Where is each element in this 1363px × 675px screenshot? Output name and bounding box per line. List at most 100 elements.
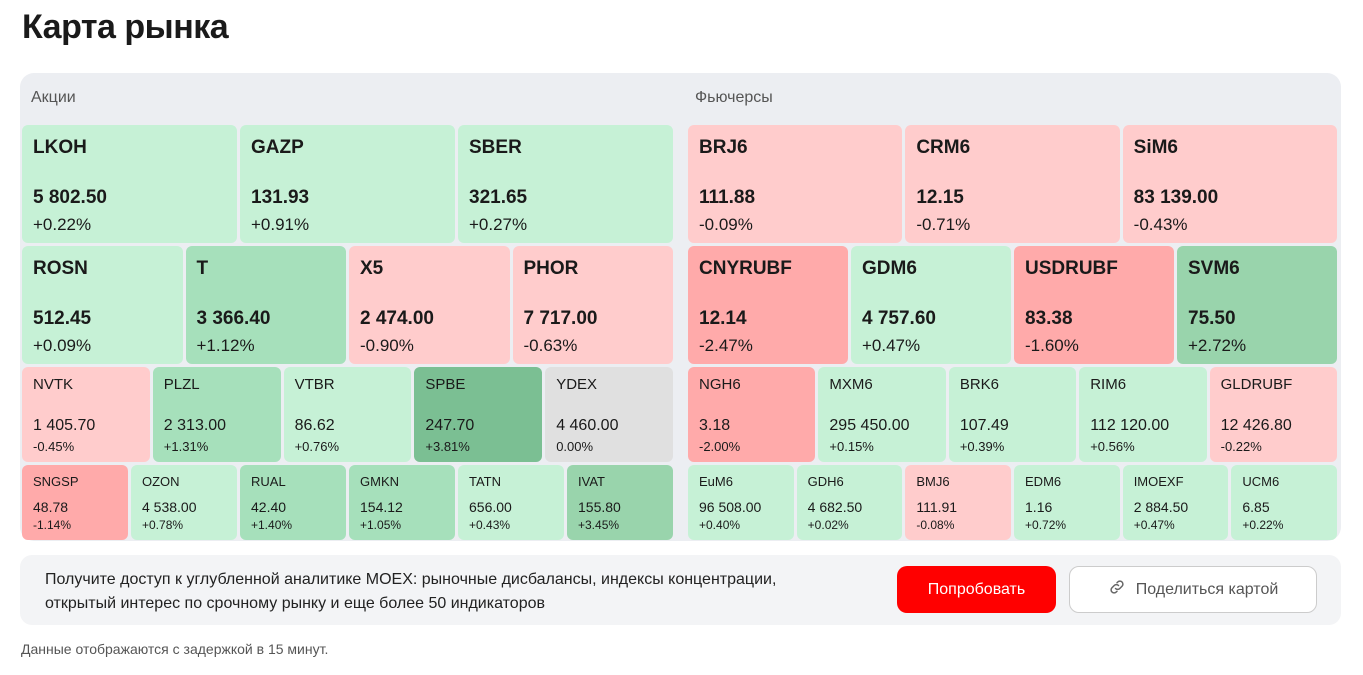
tile-price: 2 884.50 [1133,499,1189,515]
tile-nvtk[interactable]: NVTK 1 405.70 -0.45% [22,367,150,462]
tile-price: 112 120.00 [1090,417,1170,434]
tile-ticker: SBER [469,137,522,158]
tile-change: -0.63% [523,336,578,355]
tile-price: 96 508.00 [699,499,762,515]
tile-ticker: EuM6 [699,474,733,489]
tile-sngsp[interactable]: SNGSP 48.78 -1.14% [22,465,128,540]
tile-price: 83.38 [1025,308,1073,329]
tile-change: +0.78% [142,518,184,532]
tile-phor[interactable]: PHOR 7 717.00 -0.63% [512,246,673,364]
tile-edm6[interactable]: EDM6 1.16 +0.72% [1014,465,1120,540]
tile-cnyrubf[interactable]: CNYRUBF 12.14 -2.47% [688,246,848,364]
tile-ticker: CNYRUBF [699,258,792,279]
tile-price: 4 682.50 [807,499,863,515]
treemap-row: CNYRUBF 12.14 -2.47% GDM6 4 757.60 +0.47% USDR… [688,246,1337,364]
tile-usdrubf[interactable]: USDRUBF 83.38 -1.60% [1014,246,1174,364]
tile-price: 2 474.00 [360,308,434,329]
tile-imoexf[interactable]: IMOEXF 2 884.50 +0.47% [1122,465,1229,540]
tile-price: 111.91 [916,499,958,515]
tile-ticker: BRJ6 [699,137,748,158]
treemap-row: ROSN 512.45 +0.09% T 3 366.40 +1.12% X5 2 474.0… [22,246,673,364]
tile-change: +0.09% [33,336,92,355]
treemap-row: NVTK 1 405.70 -0.45% PLZL 2 313.00 +1.31% VTBR… [22,367,673,462]
tile-ticker: CRM6 [916,137,971,158]
tile-ticker: SNGSP [33,474,79,489]
tile-ticker: RUAL [251,474,286,489]
tile-ticker: ROSN [33,258,88,279]
futures-label: Фьючерсы [695,89,773,106]
treemap-row: NGH6 3.18 -2.00% MXM6 295 450.00 +0.15% BRK6 10… [688,367,1338,462]
tile-gdm6[interactable]: GDM6 4 757.60 +0.47% [851,246,1011,364]
tile-brk6[interactable]: BRK6 107.49 +0.39% [948,367,1077,462]
tile-price: 247.70 [425,417,475,434]
delay-note: Данные отображаются с задержкой в 15 мин… [21,641,329,657]
tile-x5[interactable]: X5 2 474.00 -0.90% [349,246,510,364]
tile-ticker: GLDRUBF [1220,376,1293,393]
tile-ticker: UCM6 [1242,474,1280,489]
tile-change: -0.09% [699,215,753,234]
tile-ticker: PLZL [163,376,200,393]
tile-price: 131.93 [251,187,310,208]
market-map: Акции Фьючерсы LKOH 5 802.50 +0.22% GAZP 131… [20,73,1341,541]
tile-rosn[interactable]: ROSN 512.45 +0.09% [22,246,183,364]
tile-change: +0.43% [469,518,511,532]
tile-ticker: X5 [360,258,384,279]
tile-change: +2.72% [1188,336,1247,355]
treemap-row: SNGSP 48.78 -1.14% OZON 4 538.00 +0.78% RUAL 42… [22,465,673,540]
treemap-row: LKOH 5 802.50 +0.22% GAZP 131.93 +0.91% SBER 32… [22,125,673,243]
tile-gmkn[interactable]: GMKN 154.12 +1.05% [349,465,455,540]
tile-ticker: EDM6 [1025,474,1062,489]
tile-price: 155.80 [578,499,621,515]
try-button[interactable]: Попробовать [897,566,1056,613]
tile-mxm6[interactable]: MXM6 295 450.00 +0.15% [818,367,946,462]
tile-rim6[interactable]: RIM6 112 120.00 +0.56% [1079,367,1207,462]
tile-vtbr[interactable]: VTBR 86.62 +0.76% [283,367,412,462]
tile-gazp[interactable]: GAZP 131.93 +0.91% [240,125,455,243]
tile-ozon[interactable]: OZON 4 538.00 +0.78% [131,465,237,540]
tile-ticker: SVM6 [1188,258,1240,279]
tile-ydex[interactable]: YDEX 4 460.00 0.00% [545,367,673,462]
tile-tatn[interactable]: TATN 656.00 +0.43% [458,465,564,540]
share-label: Поделиться картой [1135,580,1279,598]
tile-ivat[interactable]: IVAT 155.80 +3.45% [567,465,673,540]
tile-svm6[interactable]: SVM6 75.50 +2.72% [1177,246,1337,364]
tile-crm6[interactable]: CRM6 12.15 -0.71% [905,125,1120,243]
tile-ticker: IMOEXF [1133,474,1184,489]
futures-treemap: BRJ6 111.88 -0.09% CRM6 12.15 -0.71% SiM6 83 13… [688,125,1338,540]
tile-price: 3 366.40 [196,308,271,329]
tile-eum6[interactable]: EuM6 96 508.00 +0.40% [688,465,794,540]
tile-price: 6.85 [1242,499,1270,515]
tile-ticker: TATN [469,474,502,489]
tile-change: +0.15% [829,439,874,454]
tile-sber[interactable]: SBER 321.65 +0.27% [458,125,673,243]
tile-gldrubf[interactable]: GLDRUBF 12 426.80 -0.22% [1209,367,1338,462]
tile-price: 4 538.00 [142,499,197,515]
tile-change: +0.22% [1242,518,1284,532]
tile-change: +0.72% [1025,518,1067,532]
tile-spbe[interactable]: SPBE 247.70 +3.81% [414,367,543,462]
tile-rual[interactable]: RUAL 42.40 +1.40% [240,465,346,540]
tile-sim6[interactable]: SiM6 83 139.00 -0.43% [1122,125,1337,243]
link-icon [1108,578,1126,601]
tile-lkoh[interactable]: LKOH 5 802.50 +0.22% [22,125,237,243]
tile-ticker: LKOH [33,137,87,158]
tile-ticker: NVTK [33,376,74,393]
tile-t[interactable]: T 3 366.40 +1.12% [185,246,346,364]
tile-ucm6[interactable]: UCM6 6.85 +0.22% [1231,465,1338,540]
tile-ngh6[interactable]: NGH6 3.18 -2.00% [688,367,816,462]
tile-price: 3.18 [699,417,731,434]
tile-price: 512.45 [33,308,92,329]
tile-price: 295 450.00 [829,417,910,434]
share-map-button[interactable]: Поделиться картой [1069,566,1317,613]
tile-gdh6[interactable]: GDH6 4 682.50 +0.02% [796,465,903,540]
tile-change: -0.22% [1220,439,1262,454]
tile-bmj6[interactable]: BMJ6 111.91 -0.08% [905,465,1012,540]
tile-brj6[interactable]: BRJ6 111.88 -0.09% [688,125,903,243]
tile-price: 12.15 [916,187,964,208]
tile-change: -0.08% [916,518,955,532]
tile-change: +1.05% [360,518,402,532]
tile-price: 48.78 [33,499,69,515]
tile-change: +0.91% [251,215,310,234]
tile-plzl[interactable]: PLZL 2 313.00 +1.31% [152,367,281,462]
promo-text: Получите доступ к углубленной аналитике … [45,571,777,612]
